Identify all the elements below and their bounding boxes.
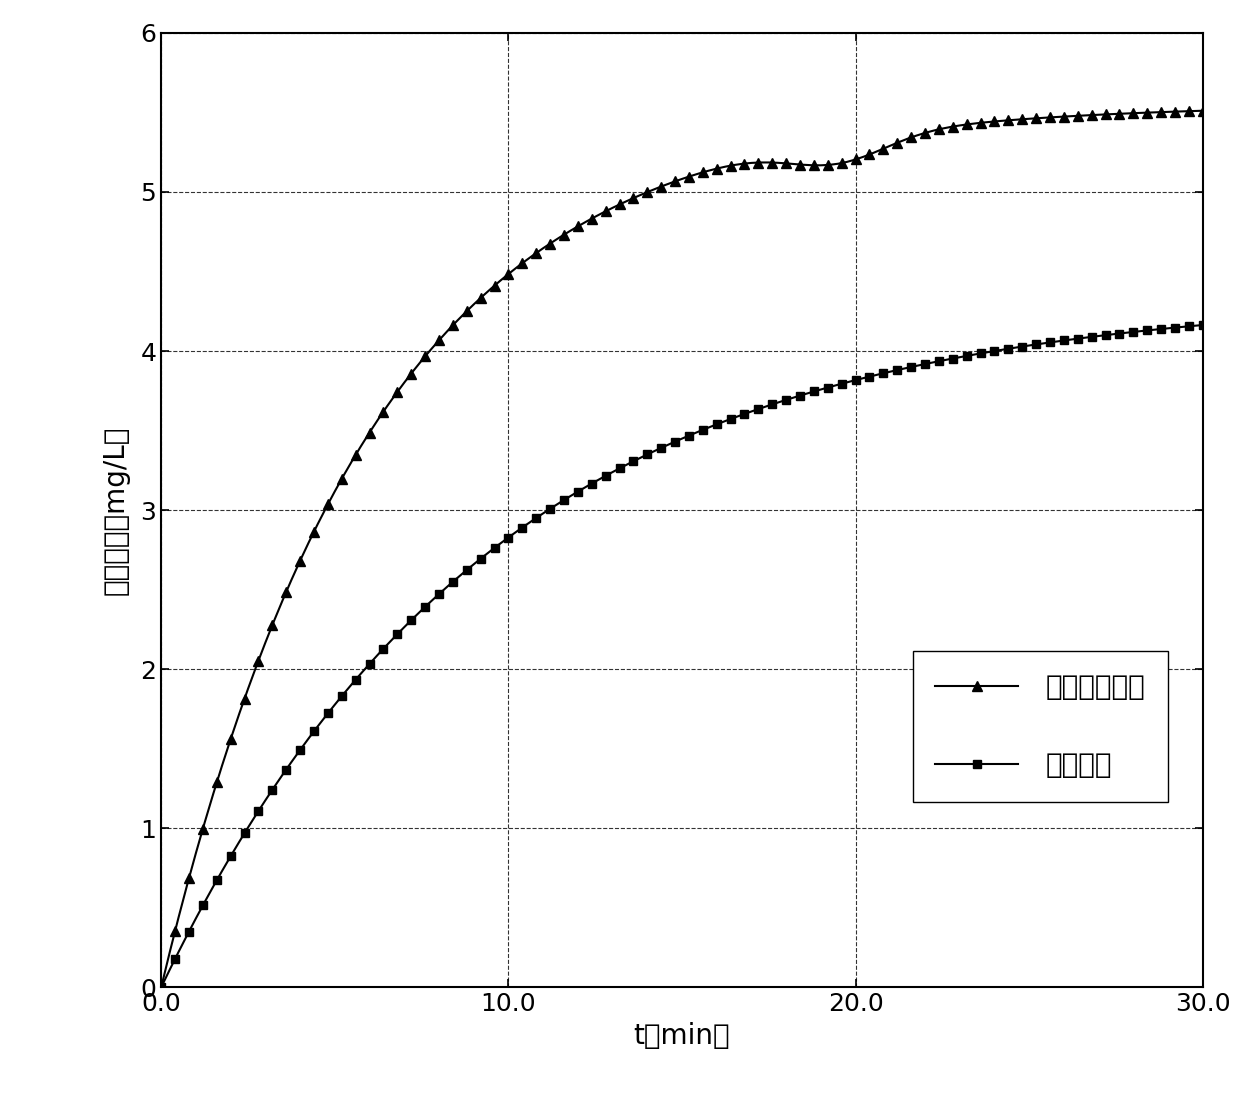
- Y-axis label: 溶氧浓度（mg/L）: 溶氧浓度（mg/L）: [102, 426, 129, 595]
- X-axis label: t（min）: t（min）: [634, 1021, 730, 1050]
- Legend: 流控微泡曝气, 普通曝气: 流控微泡曝气, 普通曝气: [913, 652, 1168, 802]
